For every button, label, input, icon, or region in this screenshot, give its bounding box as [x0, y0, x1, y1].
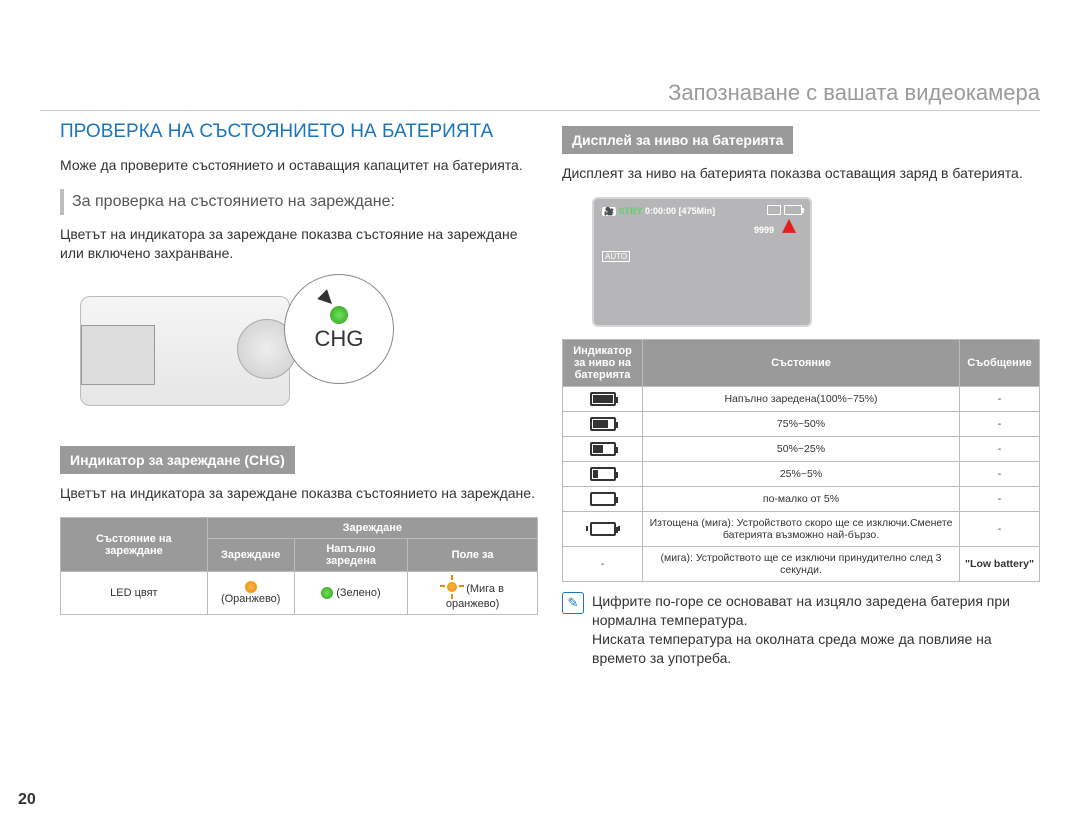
battery-level-cell: [563, 436, 643, 461]
battery-msg-cell: -: [960, 386, 1040, 411]
lcd-shots: 9999: [754, 225, 774, 235]
lcd-time: 0:00:00: [645, 206, 676, 216]
chapter-title: Запознаване с вашата видеокамера: [668, 80, 1040, 106]
card-icon: [767, 205, 781, 215]
battery-level-table: Индикатор за ниво на батерията Състояние…: [562, 339, 1040, 582]
battery-state-cell: 75%~50%: [643, 411, 960, 436]
t2-h-state: Състояние: [643, 339, 960, 386]
battery-state-cell: Напълно заредена(100%~75%): [643, 386, 960, 411]
table-row: Напълно заредена(100%~75%)-: [563, 386, 1040, 411]
note-text: Цифрите по-горе се основават на изцяло з…: [592, 592, 1040, 668]
camera-illustration: CHG: [60, 276, 400, 426]
battery-msg-cell: "Low battery": [960, 546, 1040, 581]
section-title: ПРОВЕРКА НА СЪСТОЯНИЕТО НА БАТЕРИЯТА: [60, 120, 538, 144]
battery-level-icon: [590, 417, 616, 431]
battery-level-cell: [563, 486, 643, 511]
lcd-preview: 🎥 STBY 0:00:00 [475Min] 9999 AUTO: [592, 197, 812, 327]
battery-msg-cell: -: [960, 436, 1040, 461]
t1-h-group: Зареждане: [207, 518, 537, 539]
band-battery-display: Дисплей за ниво на батерията: [562, 126, 793, 154]
battery-state-cell: (мига): Устройството ще се изключи прину…: [643, 546, 960, 581]
battery-level-cell: -: [563, 546, 643, 581]
battery-level-icon: [590, 492, 616, 506]
t2-h-msg: Съобщение: [960, 339, 1040, 386]
right-column: Дисплей за ниво на батерията Дисплеят за…: [562, 120, 1040, 667]
sub1-text: Цветът на индикатора за зареждане показв…: [60, 225, 538, 263]
battery-msg-cell: -: [960, 486, 1040, 511]
battery-level-cell: [563, 511, 643, 546]
band-chg-indicator: Индикатор за зареждане (CHG): [60, 446, 295, 474]
t1-h-state: Състояние на зареждане: [61, 518, 208, 572]
t1-rowlabel: LED цвят: [61, 572, 208, 615]
pointer-arrow-icon: [782, 219, 796, 233]
lcd-remain: [475Min]: [679, 206, 716, 216]
battery-state-cell: Изтощена (мига): Устройството скоро ще с…: [643, 511, 960, 546]
battery-msg-cell: -: [960, 511, 1040, 546]
battery-level-cell: [563, 411, 643, 436]
note: ✎ Цифрите по-горе се основават на изцяло…: [562, 592, 1040, 668]
note-icon: ✎: [562, 592, 584, 614]
t1-h-charging: Зареждане: [207, 539, 294, 572]
lcd-stby: STBY: [618, 206, 642, 216]
band1-text: Цветът на индикатора за зареждане показв…: [60, 484, 538, 503]
camera-body-shape: [80, 296, 290, 406]
chg-label: CHG: [315, 326, 364, 352]
chg-callout: CHG: [284, 274, 394, 384]
subheading-charge-check: За проверка на състоянието на зареждане:: [60, 189, 538, 215]
t1-c3: (Мига в оранжево): [408, 572, 538, 615]
t1-h-error: Поле за: [408, 539, 538, 572]
t1-c2-text: (Зелено): [336, 587, 380, 599]
intro-text: Може да проверите състоянието и оставащи…: [60, 156, 538, 175]
battery-level-icon: [590, 392, 616, 406]
battery-level-icon: [590, 467, 616, 481]
battery-msg-cell: -: [960, 411, 1040, 436]
band2-text: Дисплеят за ниво на батерията показва ос…: [562, 164, 1040, 183]
battery-blink-icon: [586, 522, 620, 536]
header-rule: [40, 110, 1040, 111]
camera-screen-shape: [81, 325, 155, 385]
t1-h-full: Напълно заредена: [294, 539, 407, 572]
battery-icon: [784, 205, 802, 215]
led-green-icon: [321, 587, 333, 599]
battery-state-cell: 50%~25%: [643, 436, 960, 461]
t1-c1-text: (Оранжево): [221, 593, 281, 605]
battery-state-cell: 25%~5%: [643, 461, 960, 486]
charge-table: Състояние на зареждане Зареждане Зарежда…: [60, 517, 538, 615]
chg-led-icon: [330, 306, 348, 324]
battery-state-cell: по-малко от 5%: [643, 486, 960, 511]
table-row: -(мига): Устройството ще се изключи прин…: [563, 546, 1040, 581]
lcd-auto: AUTO: [602, 251, 630, 262]
t1-c1: (Оранжево): [207, 572, 294, 615]
led-orange-icon: [245, 581, 257, 593]
battery-msg-cell: -: [960, 461, 1040, 486]
battery-level-icon: [590, 442, 616, 456]
table-row: Изтощена (мига): Устройството скоро ще с…: [563, 511, 1040, 546]
t2-h-icon: Индикатор за ниво на батерията: [563, 339, 643, 386]
table-row: 50%~25%-: [563, 436, 1040, 461]
page-number: 20: [18, 791, 36, 809]
led-blink-orange-icon: [441, 576, 463, 598]
battery-level-cell: [563, 461, 643, 486]
left-column: ПРОВЕРКА НА СЪСТОЯНИЕТО НА БАТЕРИЯТА Мож…: [60, 120, 538, 667]
table-row: по-малко от 5%-: [563, 486, 1040, 511]
t1-c2: (Зелено): [294, 572, 407, 615]
table-row: 75%~50%-: [563, 411, 1040, 436]
mode-icon: 🎥: [602, 207, 616, 216]
table-row: 25%~5%-: [563, 461, 1040, 486]
battery-level-cell: [563, 386, 643, 411]
